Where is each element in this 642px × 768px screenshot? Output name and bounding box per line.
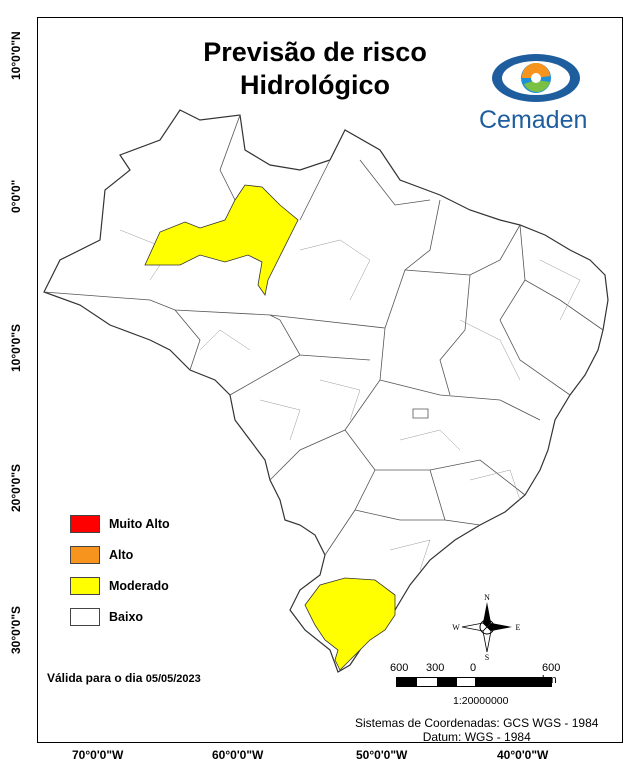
- legend-item-moderado: Moderado: [70, 570, 170, 601]
- compass-s: S: [485, 653, 489, 662]
- lat-tick-label: 10°0'0"N: [9, 31, 23, 80]
- scale-label: 0: [470, 662, 477, 674]
- title-line-2: Hidrológico: [240, 70, 390, 100]
- legend-label: Moderado: [109, 578, 169, 593]
- validity-date: 05/05/2023: [145, 673, 201, 685]
- legend: Muito Alto Alto Moderado Baixo: [70, 508, 170, 632]
- title-line-1: Previsão de risco: [203, 37, 427, 67]
- legend-swatch: [70, 607, 100, 626]
- risk-region-rio-grande-do-sul: [304, 577, 396, 671]
- risk-region-amazonas: [144, 184, 299, 296]
- legend-item-alto: Alto: [70, 539, 170, 570]
- coordinate-system-info: Sistemas de Coordenadas: GCS WGS - 1984 …: [355, 716, 598, 744]
- lon-tick-label: 60°0'0"W: [212, 748, 264, 762]
- validity-label: Válida para o dia: [47, 671, 143, 685]
- legend-label: Muito Alto: [109, 516, 170, 531]
- cemaden-logo-icon: [492, 54, 580, 102]
- legend-label: Alto: [109, 547, 134, 562]
- logo-text: Cemaden: [479, 106, 588, 134]
- crs-line-2: Datum: WGS - 1984: [422, 730, 531, 744]
- lat-tick-label: 10°0'0"S: [9, 323, 23, 372]
- scale-label: 600: [390, 662, 409, 674]
- legend-swatch: [70, 514, 100, 533]
- legend-swatch: [70, 545, 100, 564]
- legend-item-baixo: Baixo: [70, 601, 170, 632]
- validity-text: Válida para o dia 05/05/2023: [47, 671, 201, 685]
- scale-ratio: 1:20000000: [453, 695, 509, 707]
- lon-tick-label: 50°0'0"W: [356, 748, 408, 762]
- legend-item-muito-alto: Muito Alto: [70, 508, 170, 539]
- compass-n: N: [484, 593, 490, 602]
- lon-tick-label: 70°0'0"W: [72, 748, 124, 762]
- compass-w: W: [452, 623, 460, 632]
- lat-tick-label: 0°0'0": [9, 179, 23, 213]
- lat-tick-label: 20°0'0"S: [9, 463, 23, 512]
- scale-label: 300: [426, 662, 445, 674]
- scale-bar-graphic: [396, 677, 552, 687]
- crs-line-1: Sistemas de Coordenadas: GCS WGS - 1984: [355, 716, 599, 730]
- lat-tick-label: 30°0'0"S: [9, 605, 23, 654]
- lon-tick-label: 40°0'0"W: [497, 748, 549, 762]
- state-borders: [43, 114, 604, 556]
- legend-label: Baixo: [109, 609, 144, 624]
- map-title: Previsão de risco Hidrológico: [150, 36, 480, 102]
- compass-e: E: [516, 623, 521, 632]
- north-arrow-icon: N S W E: [452, 593, 521, 662]
- legend-swatch: [70, 576, 100, 595]
